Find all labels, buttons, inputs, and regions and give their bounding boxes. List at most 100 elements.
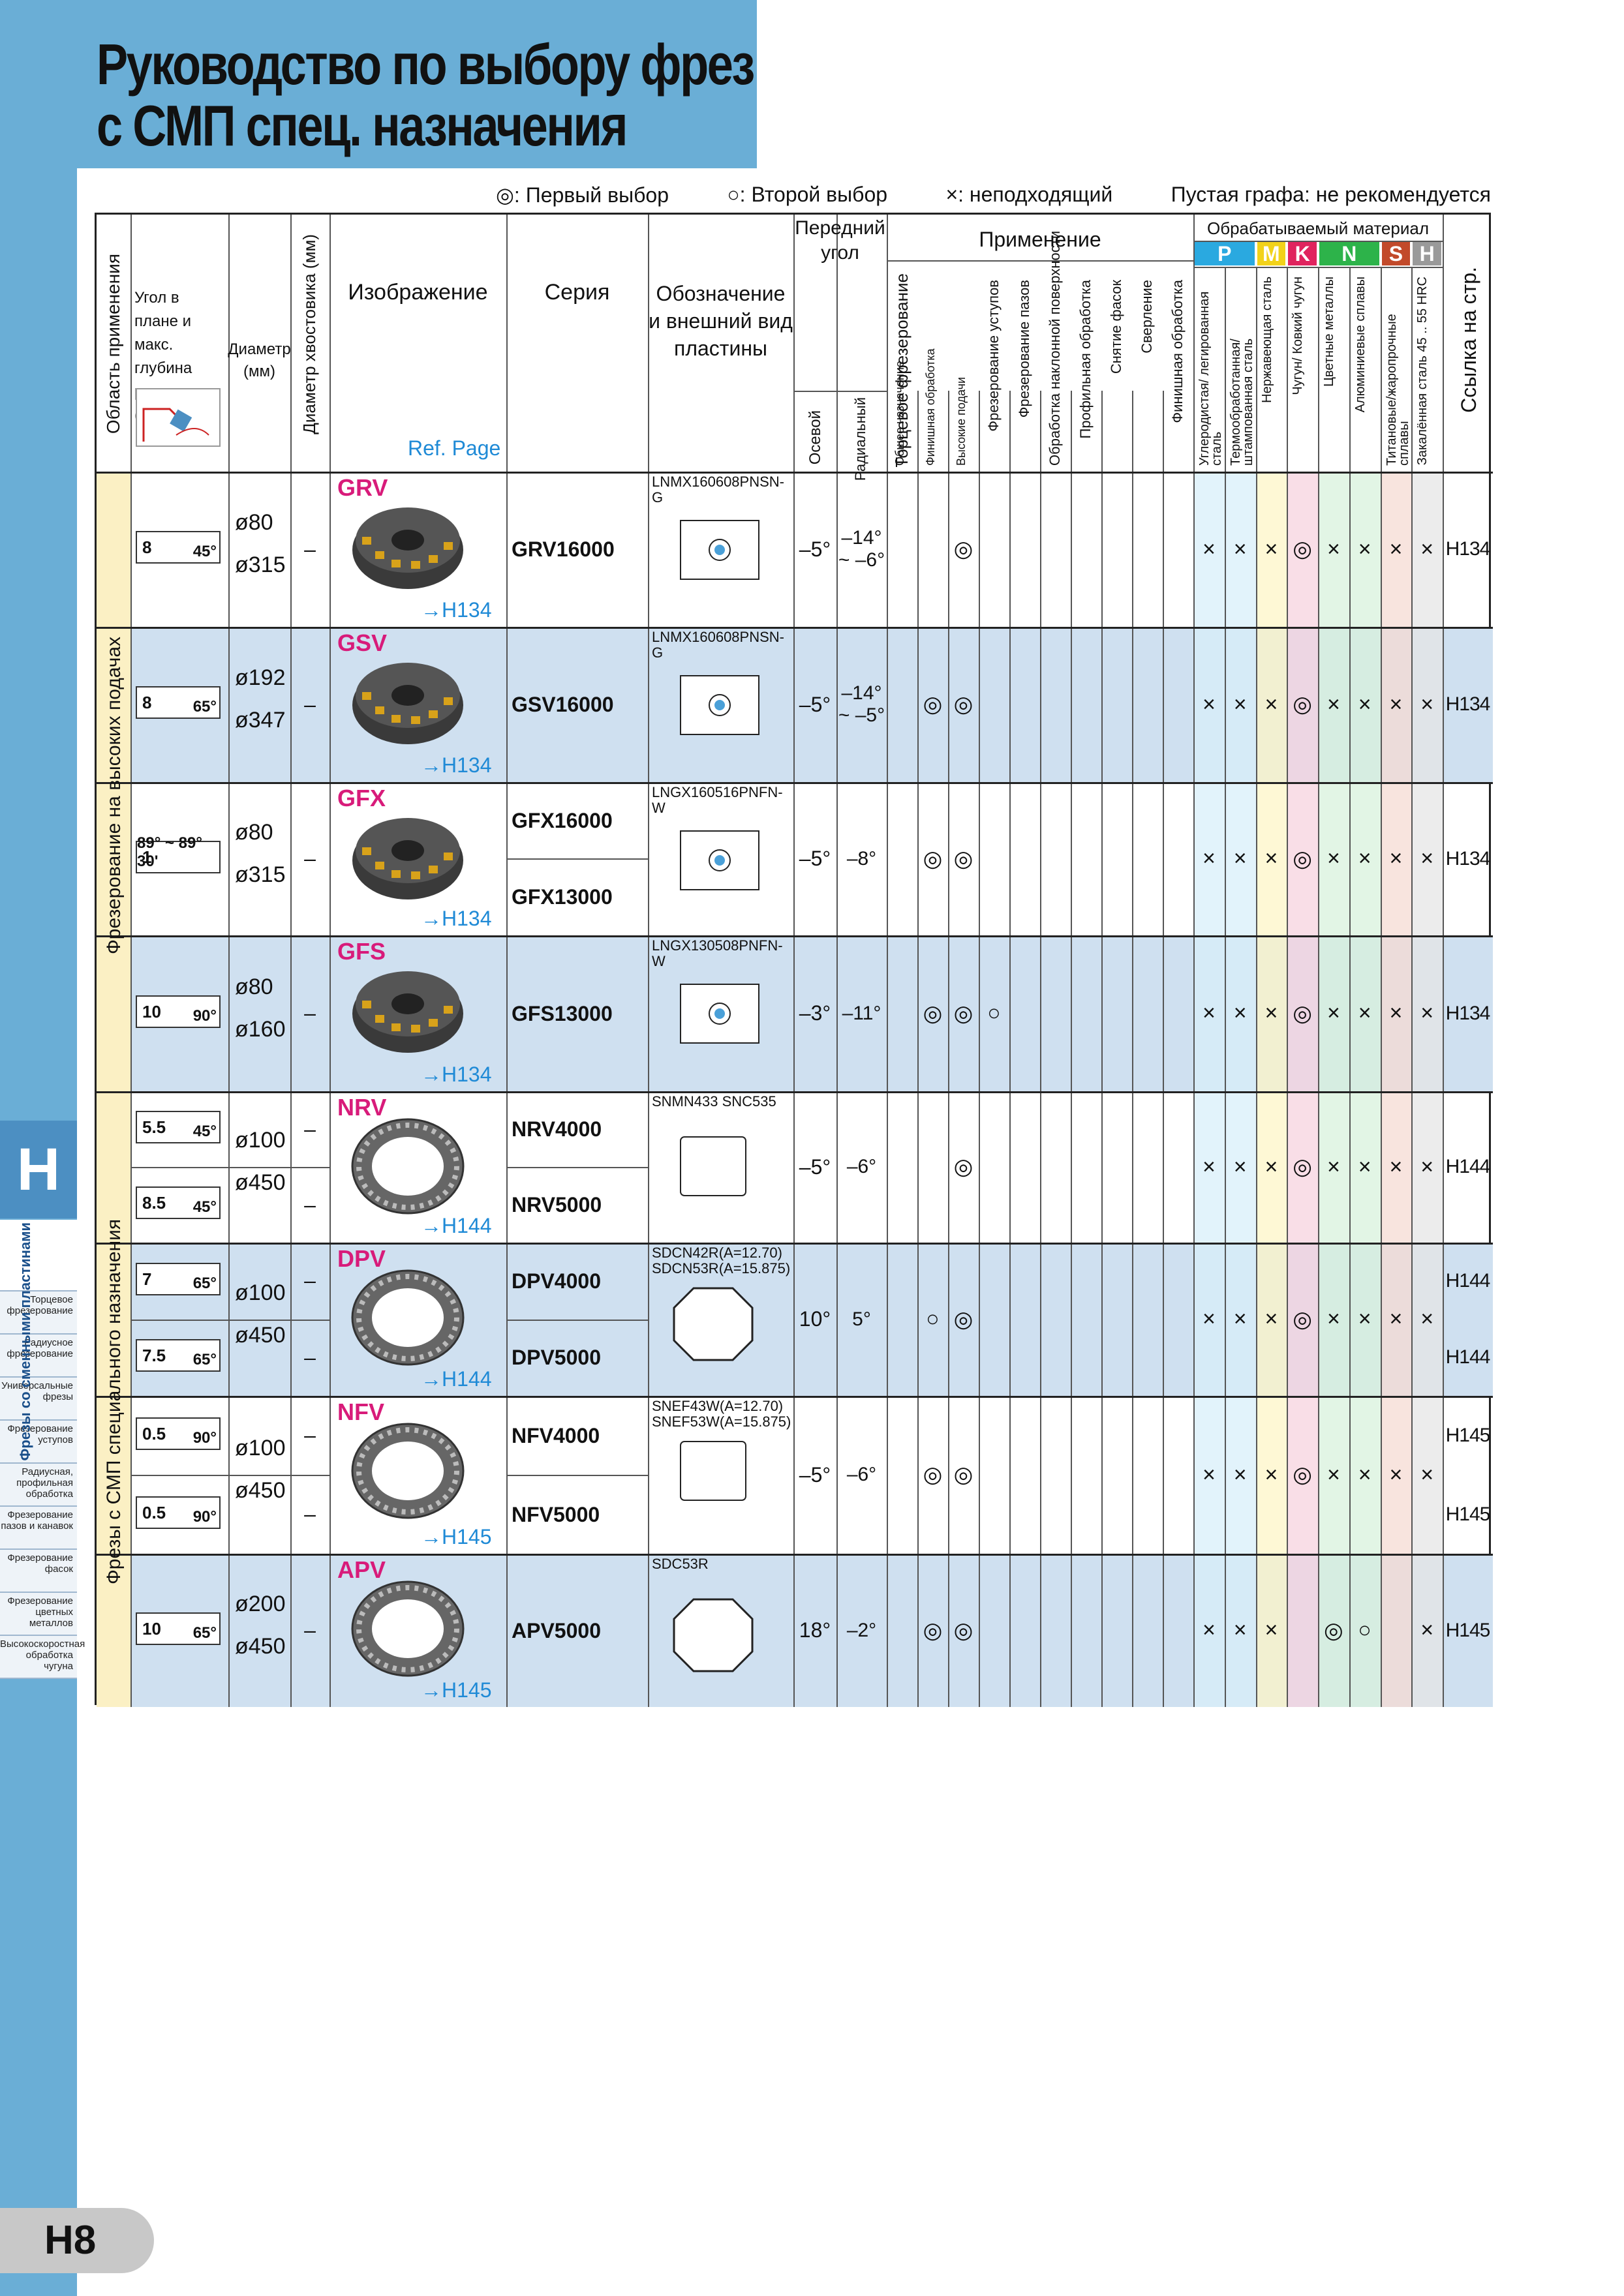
cutter-name: GFX [337,785,386,811]
insert-code: LNGX130508PNFN-W [652,937,783,969]
material-group-n: N [1319,242,1379,265]
series-name[interactable]: NRV4000 [512,1117,602,1141]
header-application: Применение [979,228,1101,251]
ref-page[interactable]: H144 [1445,1269,1491,1292]
grid-vline [130,215,132,1707]
side-nav-item[interactable]: Универсальные фрезы [0,1378,77,1421]
header-material-col: Титановые/жаропрочные сплавы [1384,314,1411,466]
series-name[interactable]: NFV5000 [512,1502,600,1526]
side-nav-item[interactable]: Торцевое фрезерование [0,1292,77,1335]
group-label-special: Фрезы с СМП специального назначения [103,1218,125,1585]
ref-page[interactable]: H134 [1445,847,1491,869]
grid-hline [506,1319,648,1321]
ref-page[interactable]: H145 [1445,1619,1491,1641]
material-mark: × [1202,846,1216,871]
depth-value: 0.5 [142,1502,166,1522]
material-group-m: M [1257,242,1286,265]
insert-code: SNEF43W(A=12.70) SNEF53W(A=15.875) [652,1398,791,1430]
material-mark: × [1264,1307,1278,1331]
material-mark: × [1233,1001,1247,1025]
series-name[interactable]: NRV5000 [512,1193,602,1216]
depth-value: 1 [142,847,152,867]
series-name[interactable]: DPV5000 [512,1346,601,1370]
material-mark: × [1420,1001,1434,1025]
insert-drawing [654,1117,785,1228]
application-mark: ◎ [953,1618,973,1643]
side-nav-item[interactable]: Радиусное фрезерование [0,1335,77,1378]
application-mark: ◎ [953,537,973,562]
series-name[interactable]: NFV4000 [512,1423,600,1447]
material-mark: × [1326,536,1340,562]
cutter-image [349,1117,467,1215]
material-mark: × [1264,1618,1278,1642]
series-name[interactable]: GFX16000 [512,808,613,832]
side-nav-item[interactable]: Фрезерование уступов [0,1421,77,1464]
header-area: Область применения [103,254,123,434]
depth-value: 10 [142,1618,161,1639]
side-nav-item[interactable]: Фрезерование цветных металлов [0,1593,77,1636]
shank-value: – [304,847,316,870]
series-name[interactable]: GSV16000 [512,693,614,716]
application-mark: ◎ [953,846,973,871]
ref-page[interactable]: H134 [1445,693,1491,715]
side-nav-item[interactable]: Фрезерование фасок [0,1550,77,1593]
axial-rake: –3° [799,1001,831,1025]
side-nav-item[interactable]: Высокоскоростная обработка чугуна [0,1636,85,1679]
application-mark: ◎ [953,1001,973,1026]
application-mark: ◎ [923,846,943,871]
series-name[interactable]: GFS13000 [512,1001,613,1025]
ref-link[interactable]: →H144 [421,1214,492,1237]
application-mark: ○ [926,1307,940,1331]
material-col-shade [1193,472,1225,1707]
side-nav-item[interactable]: Фрезерование пазов и канавок [0,1507,77,1550]
header-app-col: Сверление [1139,280,1155,354]
side-nav-item[interactable]: Радиусная, профильная обработка [0,1464,77,1507]
cutter-name: GSV [337,629,388,656]
depth-value: 8 [142,693,152,712]
ref-link[interactable]: →H134 [421,1063,492,1086]
cutter-name: GRV [337,474,388,501]
section-tab-h[interactable]: H [0,1121,77,1218]
grid-vline [1132,391,1133,1707]
ref-link[interactable]: →H145 [421,1525,492,1548]
ref-page[interactable]: H144 [1445,1346,1491,1368]
grid-vline [1040,391,1041,1707]
material-mark: ◎ [1293,692,1312,717]
ref-link[interactable]: →H134 [421,907,492,930]
material-mark: ◎ [1293,1307,1312,1332]
ref-page[interactable]: H134 [1445,538,1491,560]
legend-first: ◎: Первый выбор [496,183,669,207]
ref-page[interactable]: H145 [1445,1503,1491,1525]
grid-vline [1255,267,1257,1707]
material-mark: × [1420,1307,1434,1331]
grid-vline [948,391,949,1707]
material-mark: × [1233,691,1247,717]
series-name[interactable]: DPV4000 [512,1269,601,1293]
material-mark: × [1389,1001,1403,1025]
ref-link[interactable]: →H134 [421,753,492,777]
ref-page[interactable]: H145 [1445,1424,1491,1446]
angle-value: 90° [192,1006,217,1025]
ref-link[interactable]: →H145 [421,1678,492,1702]
ref-page[interactable]: H144 [1445,1156,1491,1177]
diameter-max: ø347 [235,708,286,733]
grid-hline [97,1091,1493,1093]
series-name[interactable]: APV5000 [512,1618,601,1642]
grid-vline [1009,391,1011,1707]
depth-angle-box: 5.5 45° [136,1111,221,1143]
series-name[interactable]: GRV16000 [512,537,615,561]
ref-link[interactable]: →H144 [421,1367,492,1391]
material-mark: × [1326,691,1340,717]
grid-hline [506,1167,648,1168]
series-name[interactable]: GFX13000 [512,885,613,909]
material-mark: × [1420,536,1434,562]
material-mark: × [1233,536,1247,562]
header-app-col: Общее назначение [893,361,906,466]
material-mark: × [1420,846,1434,871]
ref-link[interactable]: →H134 [421,598,492,622]
material-col-shade [1318,472,1349,1707]
axial-rake: –5° [799,537,831,561]
header-app-col: Фрезерование пазов [1016,280,1032,418]
header-rake: Передний угол [795,217,885,264]
ref-page[interactable]: H134 [1445,1002,1491,1024]
